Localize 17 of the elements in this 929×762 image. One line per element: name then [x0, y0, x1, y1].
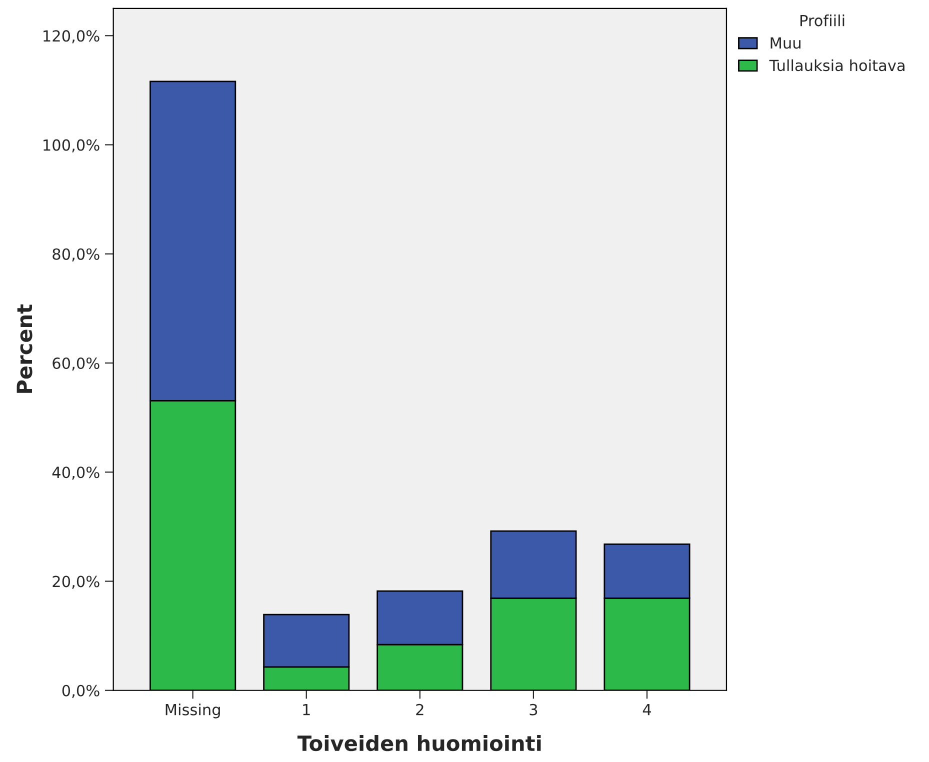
- x-tick-label: 3: [530, 704, 538, 716]
- x-tick-label: 1: [303, 704, 310, 716]
- legend-label: Tullauksia hoitava: [769, 59, 904, 72]
- y-tick-label: 100,0%: [44, 139, 100, 152]
- y-tick-label: 60,0%: [52, 357, 100, 371]
- y-tick-label: 0,0%: [62, 684, 100, 698]
- legend-label: Muu: [770, 37, 800, 49]
- x-tick-label: Missing: [166, 704, 220, 718]
- x-tick-label: 2: [416, 704, 424, 716]
- legend-title: Profiili: [800, 14, 844, 26]
- y-tick-label: 20,0%: [52, 576, 100, 589]
- x-tick-label: 4: [642, 704, 651, 716]
- y-axis-title: Percent: [16, 304, 32, 393]
- y-tick-label: 40,0%: [52, 466, 100, 480]
- y-tick-label: 120,0%: [44, 30, 100, 44]
- y-tick-label: 80,0%: [52, 248, 100, 262]
- x-axis-title: Toiveiden huomiointi: [297, 735, 541, 752]
